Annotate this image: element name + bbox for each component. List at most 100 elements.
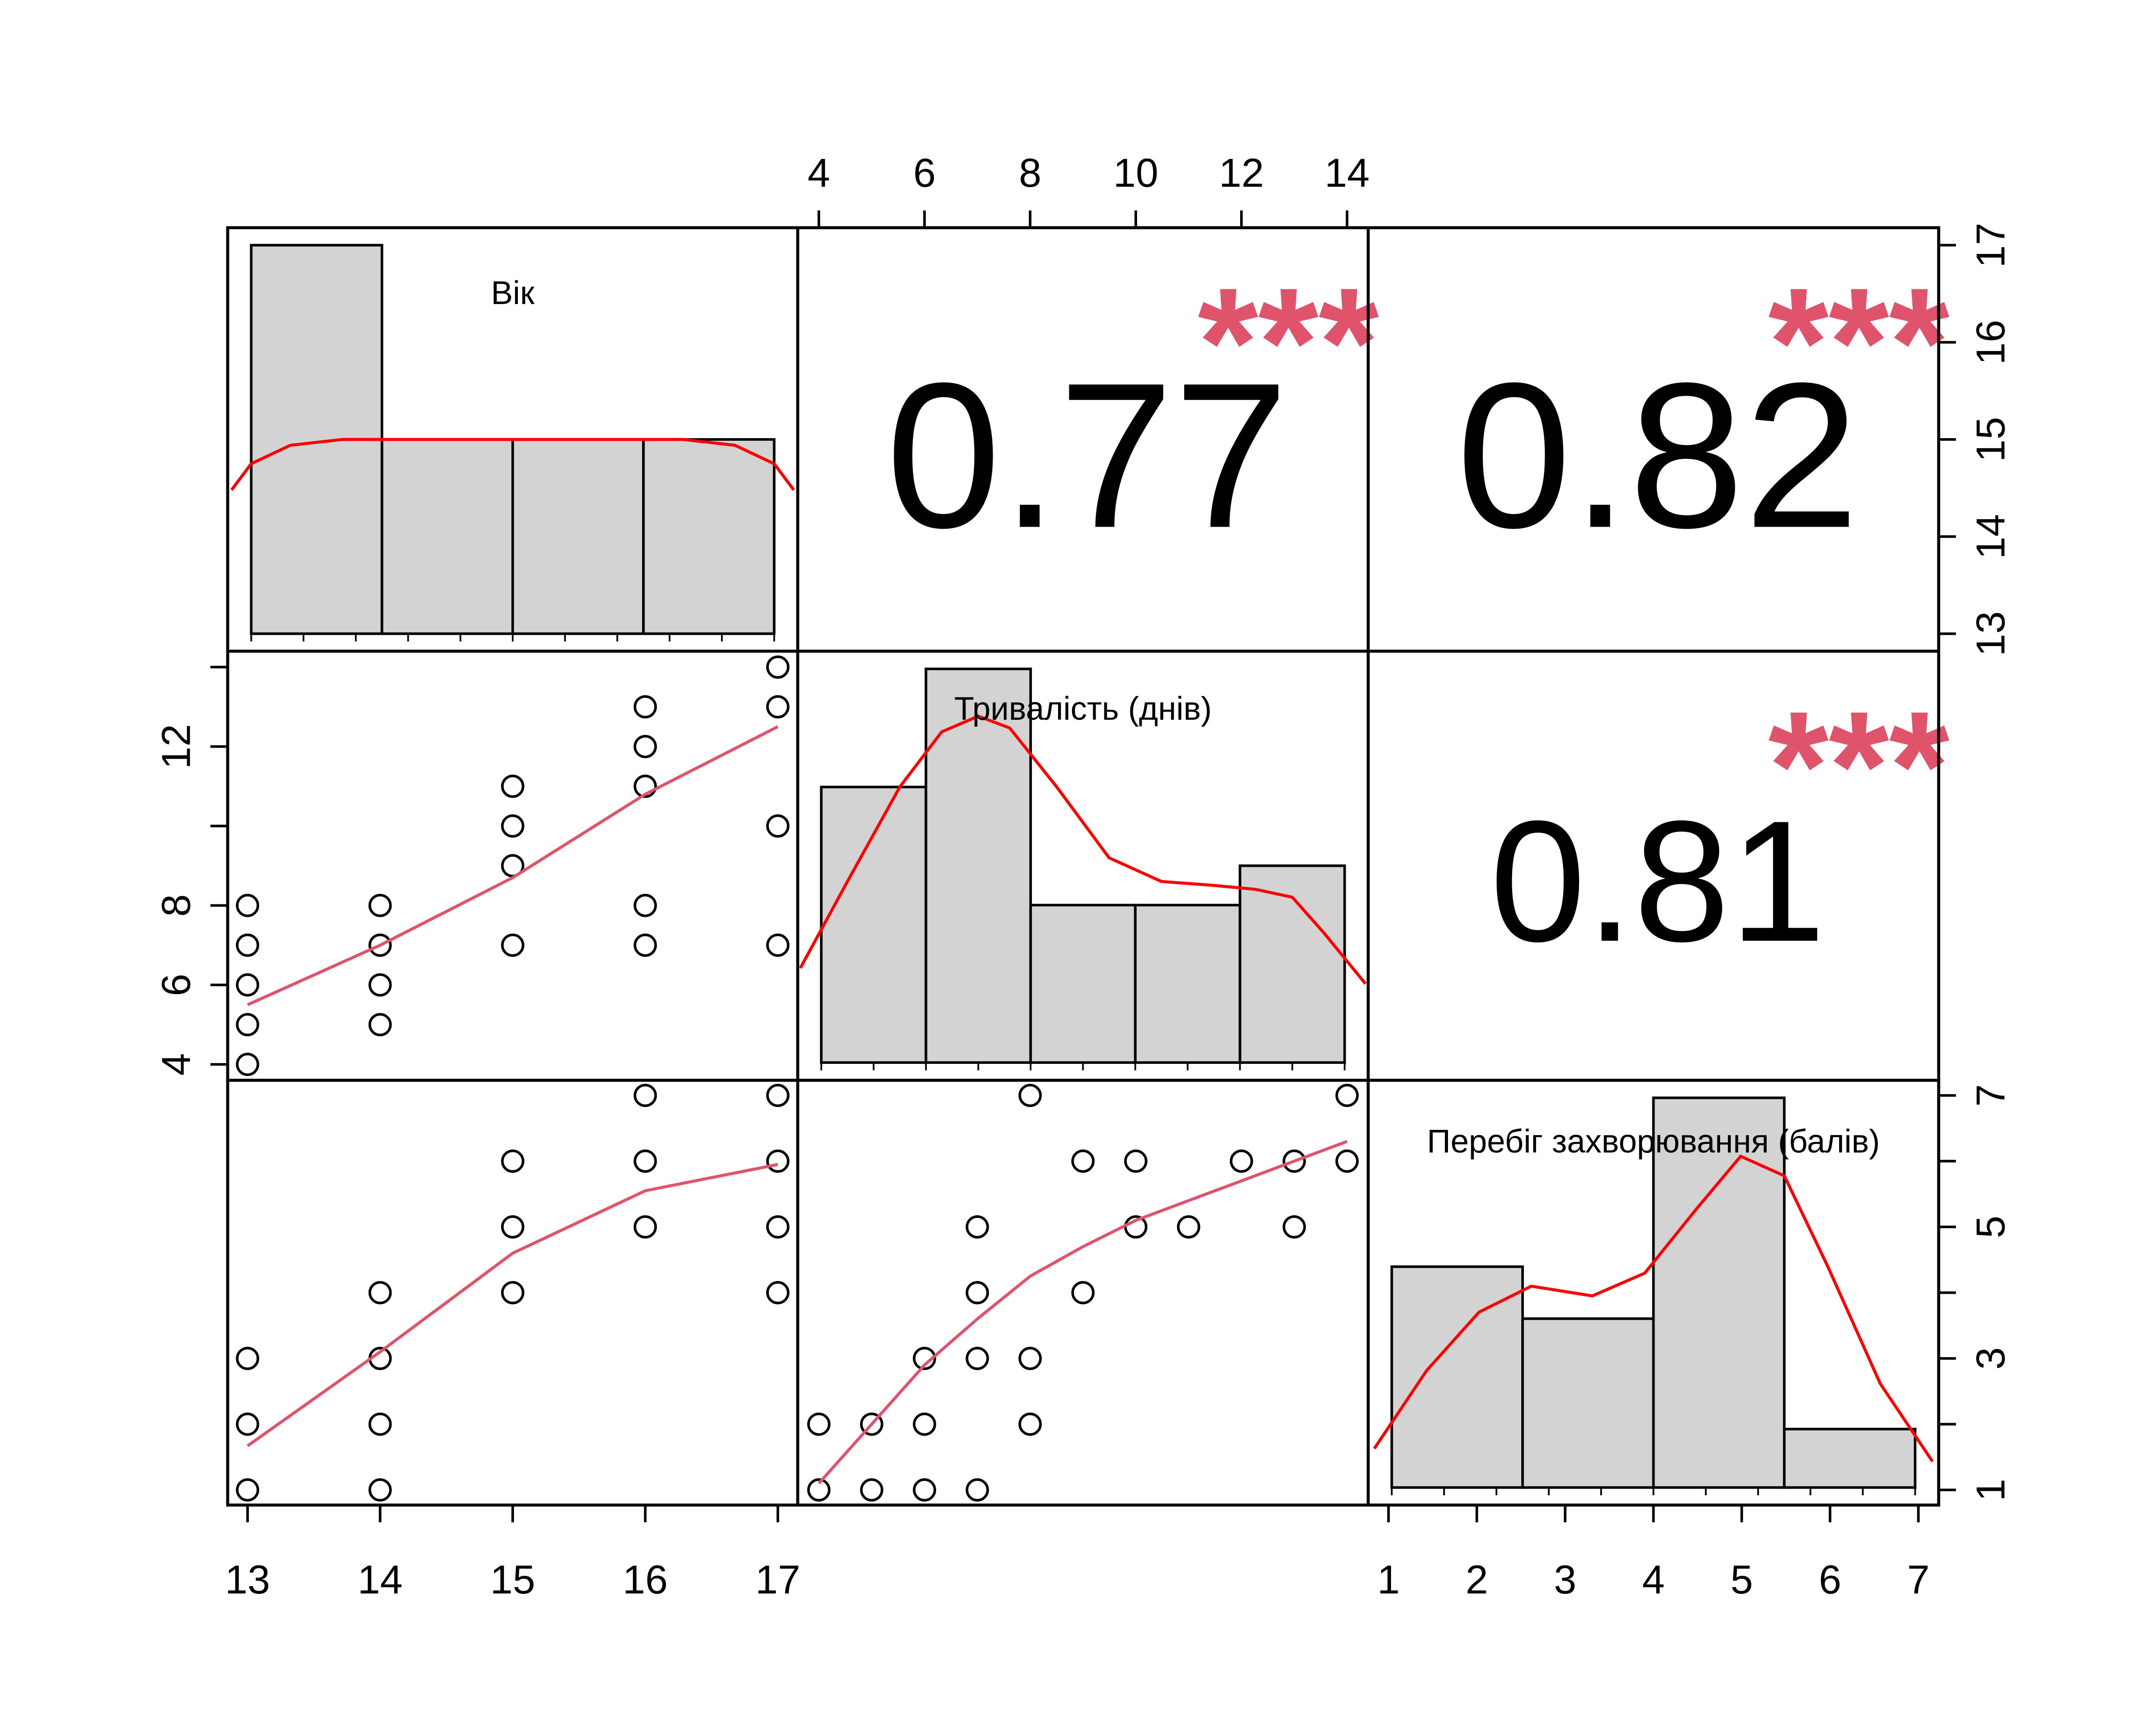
scatter-point [368,1412,392,1436]
scatter-point [766,1281,790,1305]
scatter-point [965,1478,989,1502]
scatter-point [236,1412,260,1436]
tick-label: 4 [154,1053,199,1076]
tick-label: 4 [808,150,830,195]
tick-label: 2 [1466,1557,1488,1602]
scatter-point [236,933,260,957]
scatter-point [766,1149,790,1173]
histogram-bar [1134,903,1241,1064]
scatter-point [1071,1149,1095,1173]
tick-label: 5 [1968,1216,2013,1238]
histogram-bar [1521,1317,1655,1489]
histogram-panel-3: Перебіг захворювання (балів) [1373,1096,1934,1496]
smooth-line [247,725,779,1007]
panel-border [226,1079,799,1507]
scatter-point [633,894,657,917]
histogram-bar [1390,1265,1524,1489]
tick-label: 1 [1968,1479,2013,1501]
correlation-value: 0.77 [886,339,1288,571]
tick-label: 12 [154,724,199,769]
panel-border [796,1079,1370,1507]
tick-label: 14 [1325,150,1370,195]
scatter-point [965,1215,989,1239]
scatter-point [1177,1215,1200,1239]
scatter-point [766,655,790,679]
correlation-value: 0.81 [1490,785,1826,978]
tick-label: 15 [1968,417,2013,462]
scatter-point [501,775,524,798]
significance-stars: *** [1768,679,1950,853]
scatter-point [368,1478,392,1502]
correlation-panel-1: 0.77*** [886,256,1379,571]
scatter-point [1018,1412,1042,1436]
scatter-point [368,933,392,957]
histogram-panel-2: Тривалість (днів) [799,668,1367,1070]
scatter-point [1018,1346,1042,1370]
variable-label: Тривалість (днів) [954,690,1212,727]
density-curve [1373,1154,1934,1463]
tick-label: 6 [154,974,199,996]
correlation-value: 0.82 [1456,339,1859,571]
scatter-point [633,735,657,759]
correlation-panel-2: 0.82*** [1456,256,1949,571]
significance-stars: *** [1768,256,1950,429]
scatter-point [807,1412,830,1436]
scatter-point [1071,1281,1095,1305]
smooth-line [247,1163,778,1447]
tick-label: 16 [623,1557,668,1602]
tick-label: 14 [357,1557,403,1602]
tick-label: 15 [490,1557,536,1602]
scatter-panel-2 [236,1084,790,1502]
scatter-point [501,1281,524,1305]
tick-label: 5 [1730,1557,1753,1602]
tick-label: 8 [154,894,199,916]
scatter-point [368,1281,392,1305]
scatter-point [236,1053,260,1076]
scatter-point [913,1346,936,1370]
correlation-panel-3: 0.81*** [1490,679,1949,978]
variable-label: Перебіг захворювання (балів) [1427,1123,1880,1160]
scatter-point [1335,1149,1359,1173]
tick-label: 4 [1642,1557,1664,1602]
scatter-point [1282,1215,1306,1239]
density-curve [799,714,1367,985]
scatter-point [913,1412,936,1436]
histogram-bar [380,438,514,635]
scatter-point [368,1013,392,1037]
scatter-point [236,1013,260,1037]
scatter-point [368,973,392,997]
scatter-point [633,933,657,957]
tick-label: 12 [1219,150,1264,195]
histogram-bar [820,785,928,1064]
scatter-point [965,1281,989,1305]
scatter-point [766,695,790,718]
tick-label: 7 [1907,1557,1930,1602]
scatter-point [633,1215,657,1239]
scatter-point [913,1478,936,1502]
tick-label: 13 [225,1557,270,1602]
tick-label: 7 [1968,1084,2013,1107]
tick-label: 17 [755,1557,801,1602]
histogram-bar [642,438,776,635]
scatter-point [860,1412,884,1436]
scatter-point [236,1478,260,1502]
tick-label: 1 [1377,1557,1400,1602]
histogram-bar [1652,1096,1786,1489]
scatter-point [766,1215,790,1239]
significance-stars: *** [1198,256,1379,429]
tick-label: 6 [1819,1557,1841,1602]
scatter-point [501,1149,524,1173]
tick-label: 14 [1968,514,2013,559]
histogram-bar [1238,864,1346,1064]
scatter-point [1282,1149,1306,1173]
density-curve [230,438,795,491]
scatter-point [236,973,260,997]
histogram-bar [511,438,645,635]
scatter-point [633,775,657,798]
scatter-point [766,1084,790,1107]
tick-label: 3 [1554,1557,1576,1602]
panel-grid: Вік Тривалість (днів) Перебіг захворювання… [226,226,1950,1507]
tick-label: 13 [1968,611,2013,656]
